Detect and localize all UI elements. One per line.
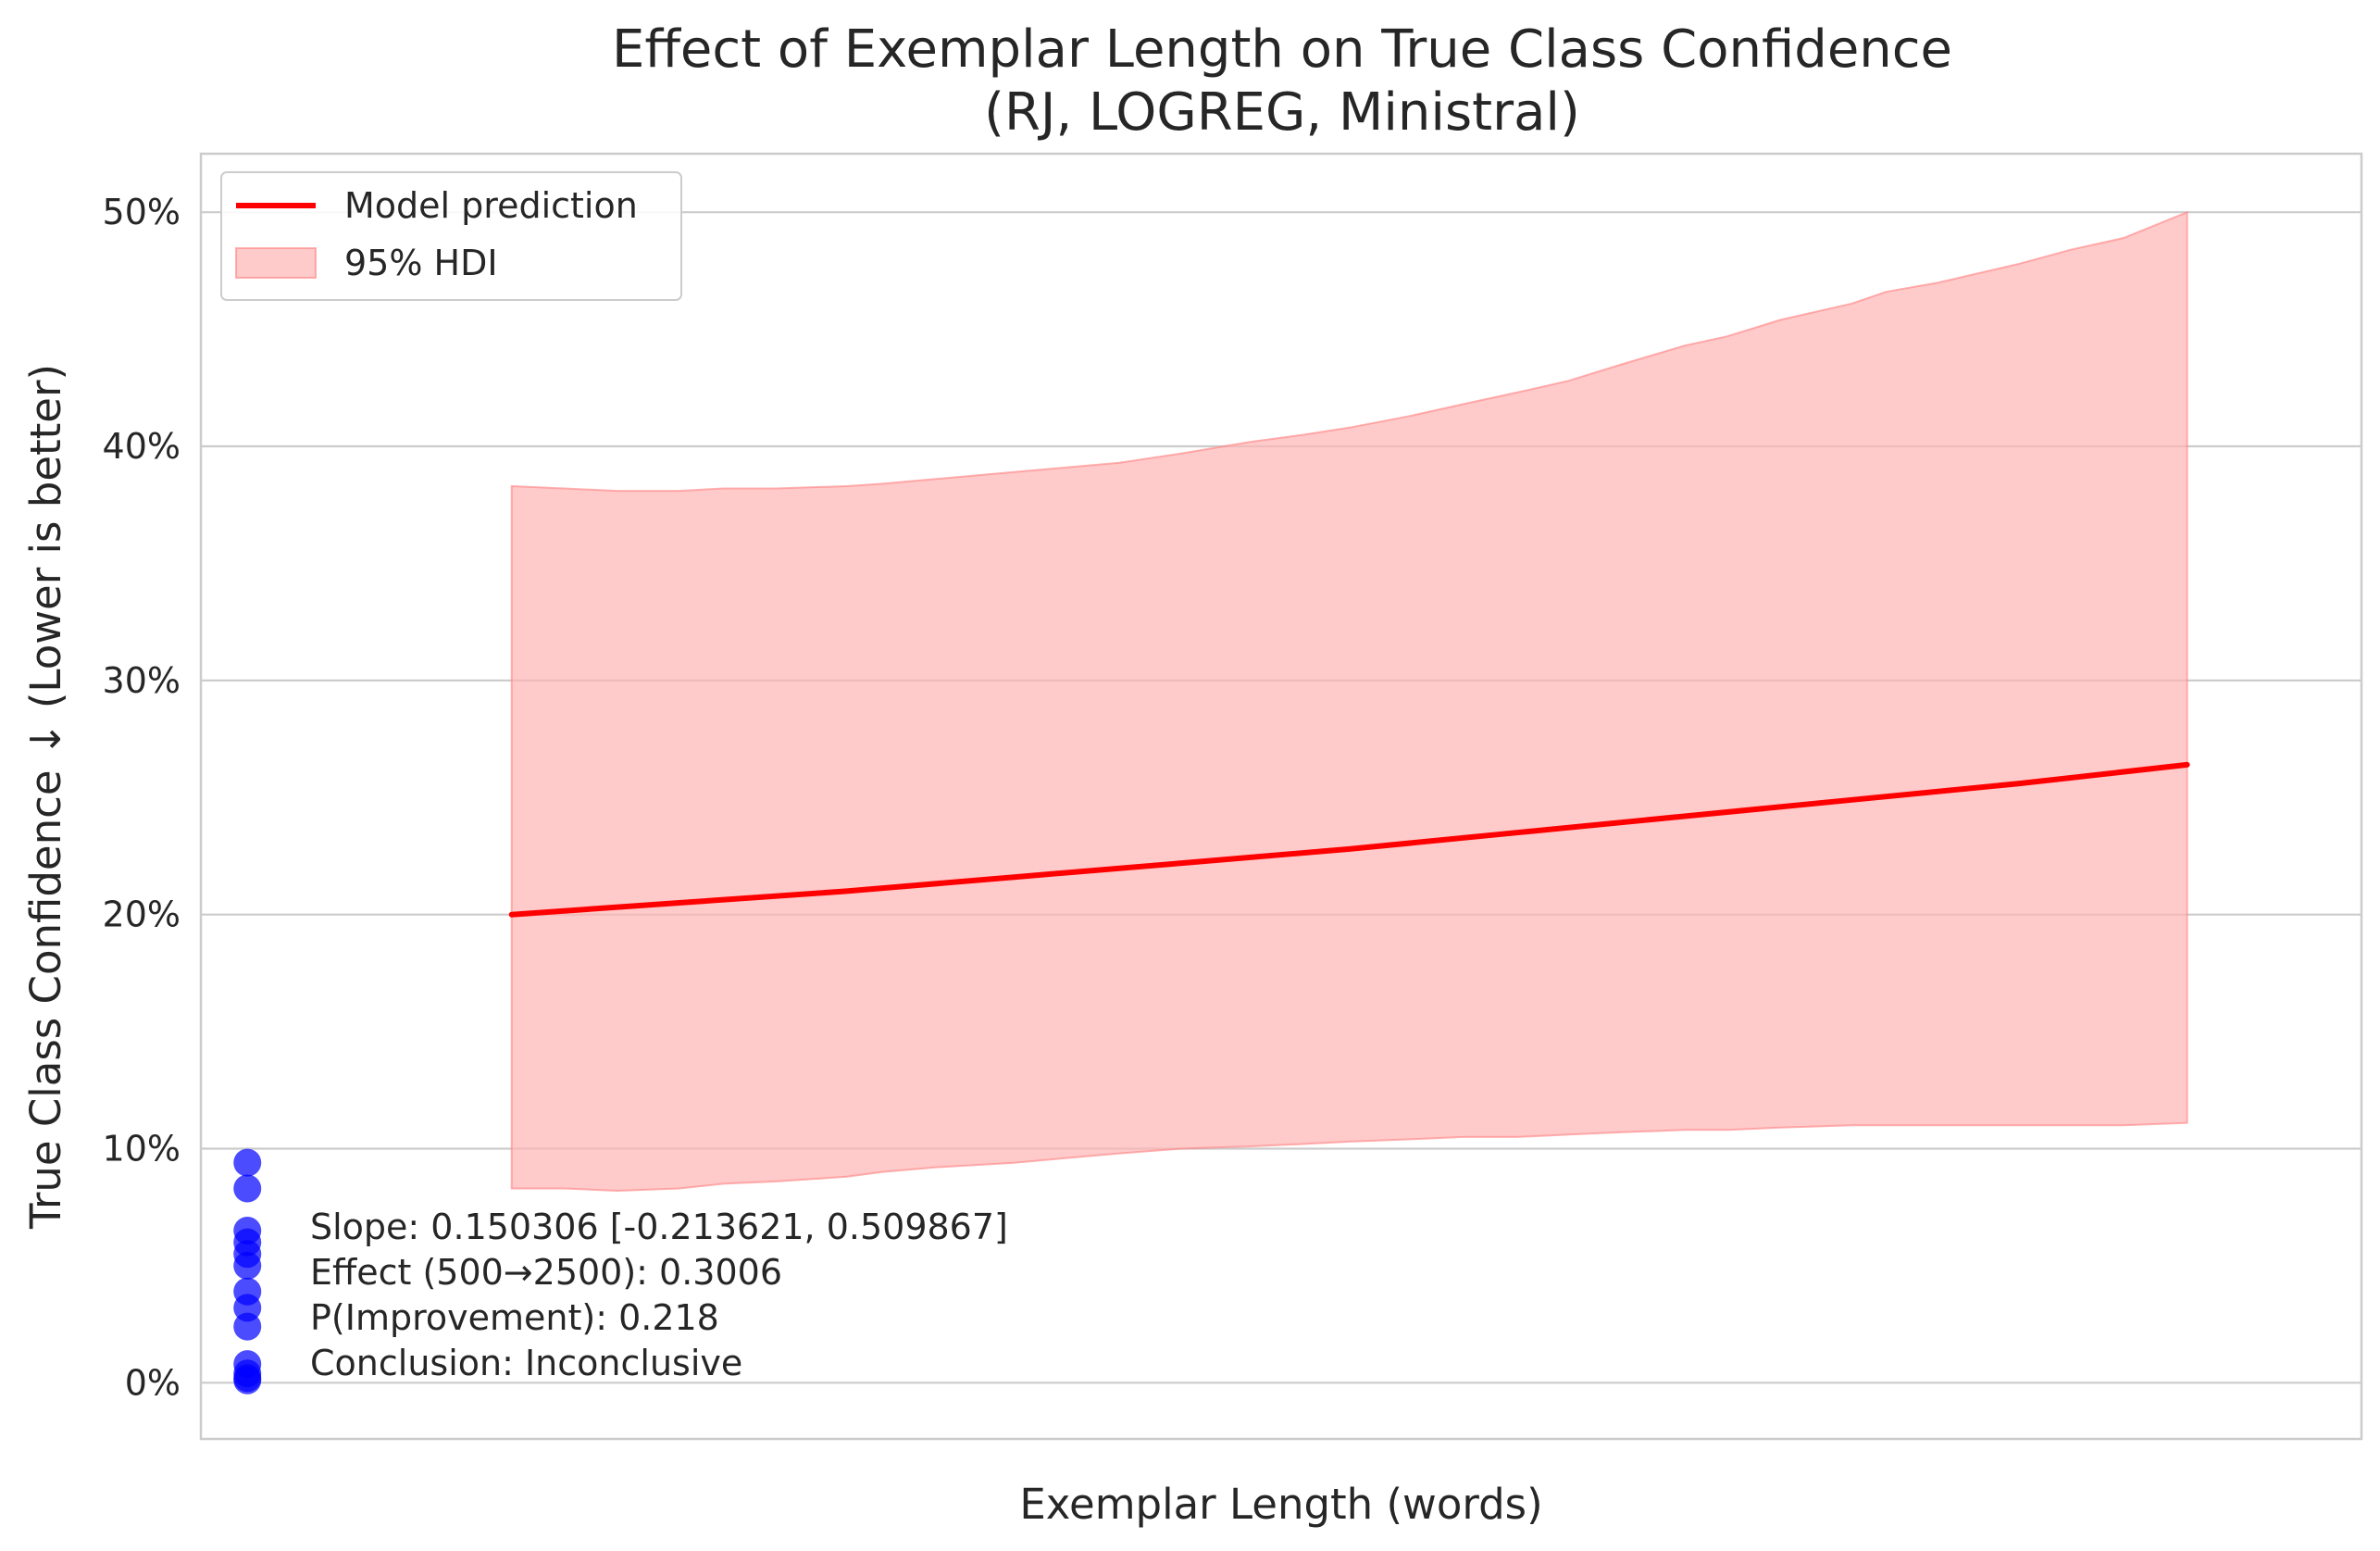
data-point: [233, 1174, 262, 1203]
y-tick-label: 50%: [103, 192, 181, 232]
data-point: [233, 1251, 262, 1280]
annotation-background: [301, 1195, 1097, 1382]
legend-band-swatch: [235, 247, 317, 279]
data-point: [233, 1148, 262, 1177]
annotation-p-improvement: P(Improvement): 0.218: [310, 1297, 719, 1338]
y-tick-label: 10%: [103, 1128, 181, 1169]
annotation-conclusion: Conclusion: Inconclusive: [310, 1343, 742, 1383]
line-layer: [508, 761, 2190, 918]
y-tick-labels: 0% 10% 20% 30% 40% 50%: [103, 192, 181, 1403]
legend-frame: [220, 171, 682, 301]
points-layer: [233, 1148, 262, 1395]
annotation-effect: Effect (500→2500): 0.3006: [310, 1252, 782, 1293]
hdi-band: [510, 210, 2188, 1193]
chart-subtitle: (RJ, LOGREG, Ministral): [984, 82, 1580, 143]
legend-line-label: Model prediction: [344, 185, 638, 226]
legend: Model prediction 95% HDI: [220, 171, 682, 301]
data-point: [233, 1312, 262, 1341]
prediction-line: [508, 761, 2190, 918]
x-axis-label: Exemplar Length (words): [1019, 1480, 1542, 1529]
annotation-slope: Slope: 0.150306 [-0.213621, 0.509867]: [310, 1207, 1008, 1247]
y-tick-label: 30%: [103, 660, 181, 701]
chart-title: Effect of Exemplar Length on True Class …: [612, 19, 1952, 80]
hdi-layer: [510, 210, 2188, 1193]
data-point: [233, 1366, 262, 1395]
legend-band-label: 95% HDI: [344, 243, 498, 283]
y-tick-label: 40%: [103, 426, 181, 467]
y-tick-label: 20%: [103, 894, 181, 935]
annotation-box: Slope: 0.150306 [-0.213621, 0.509867] Ef…: [301, 1195, 1097, 1383]
y-axis-label: True Class Confidence ↓ (Lower is better…: [21, 364, 70, 1230]
y-tick-label: 0%: [125, 1362, 181, 1403]
